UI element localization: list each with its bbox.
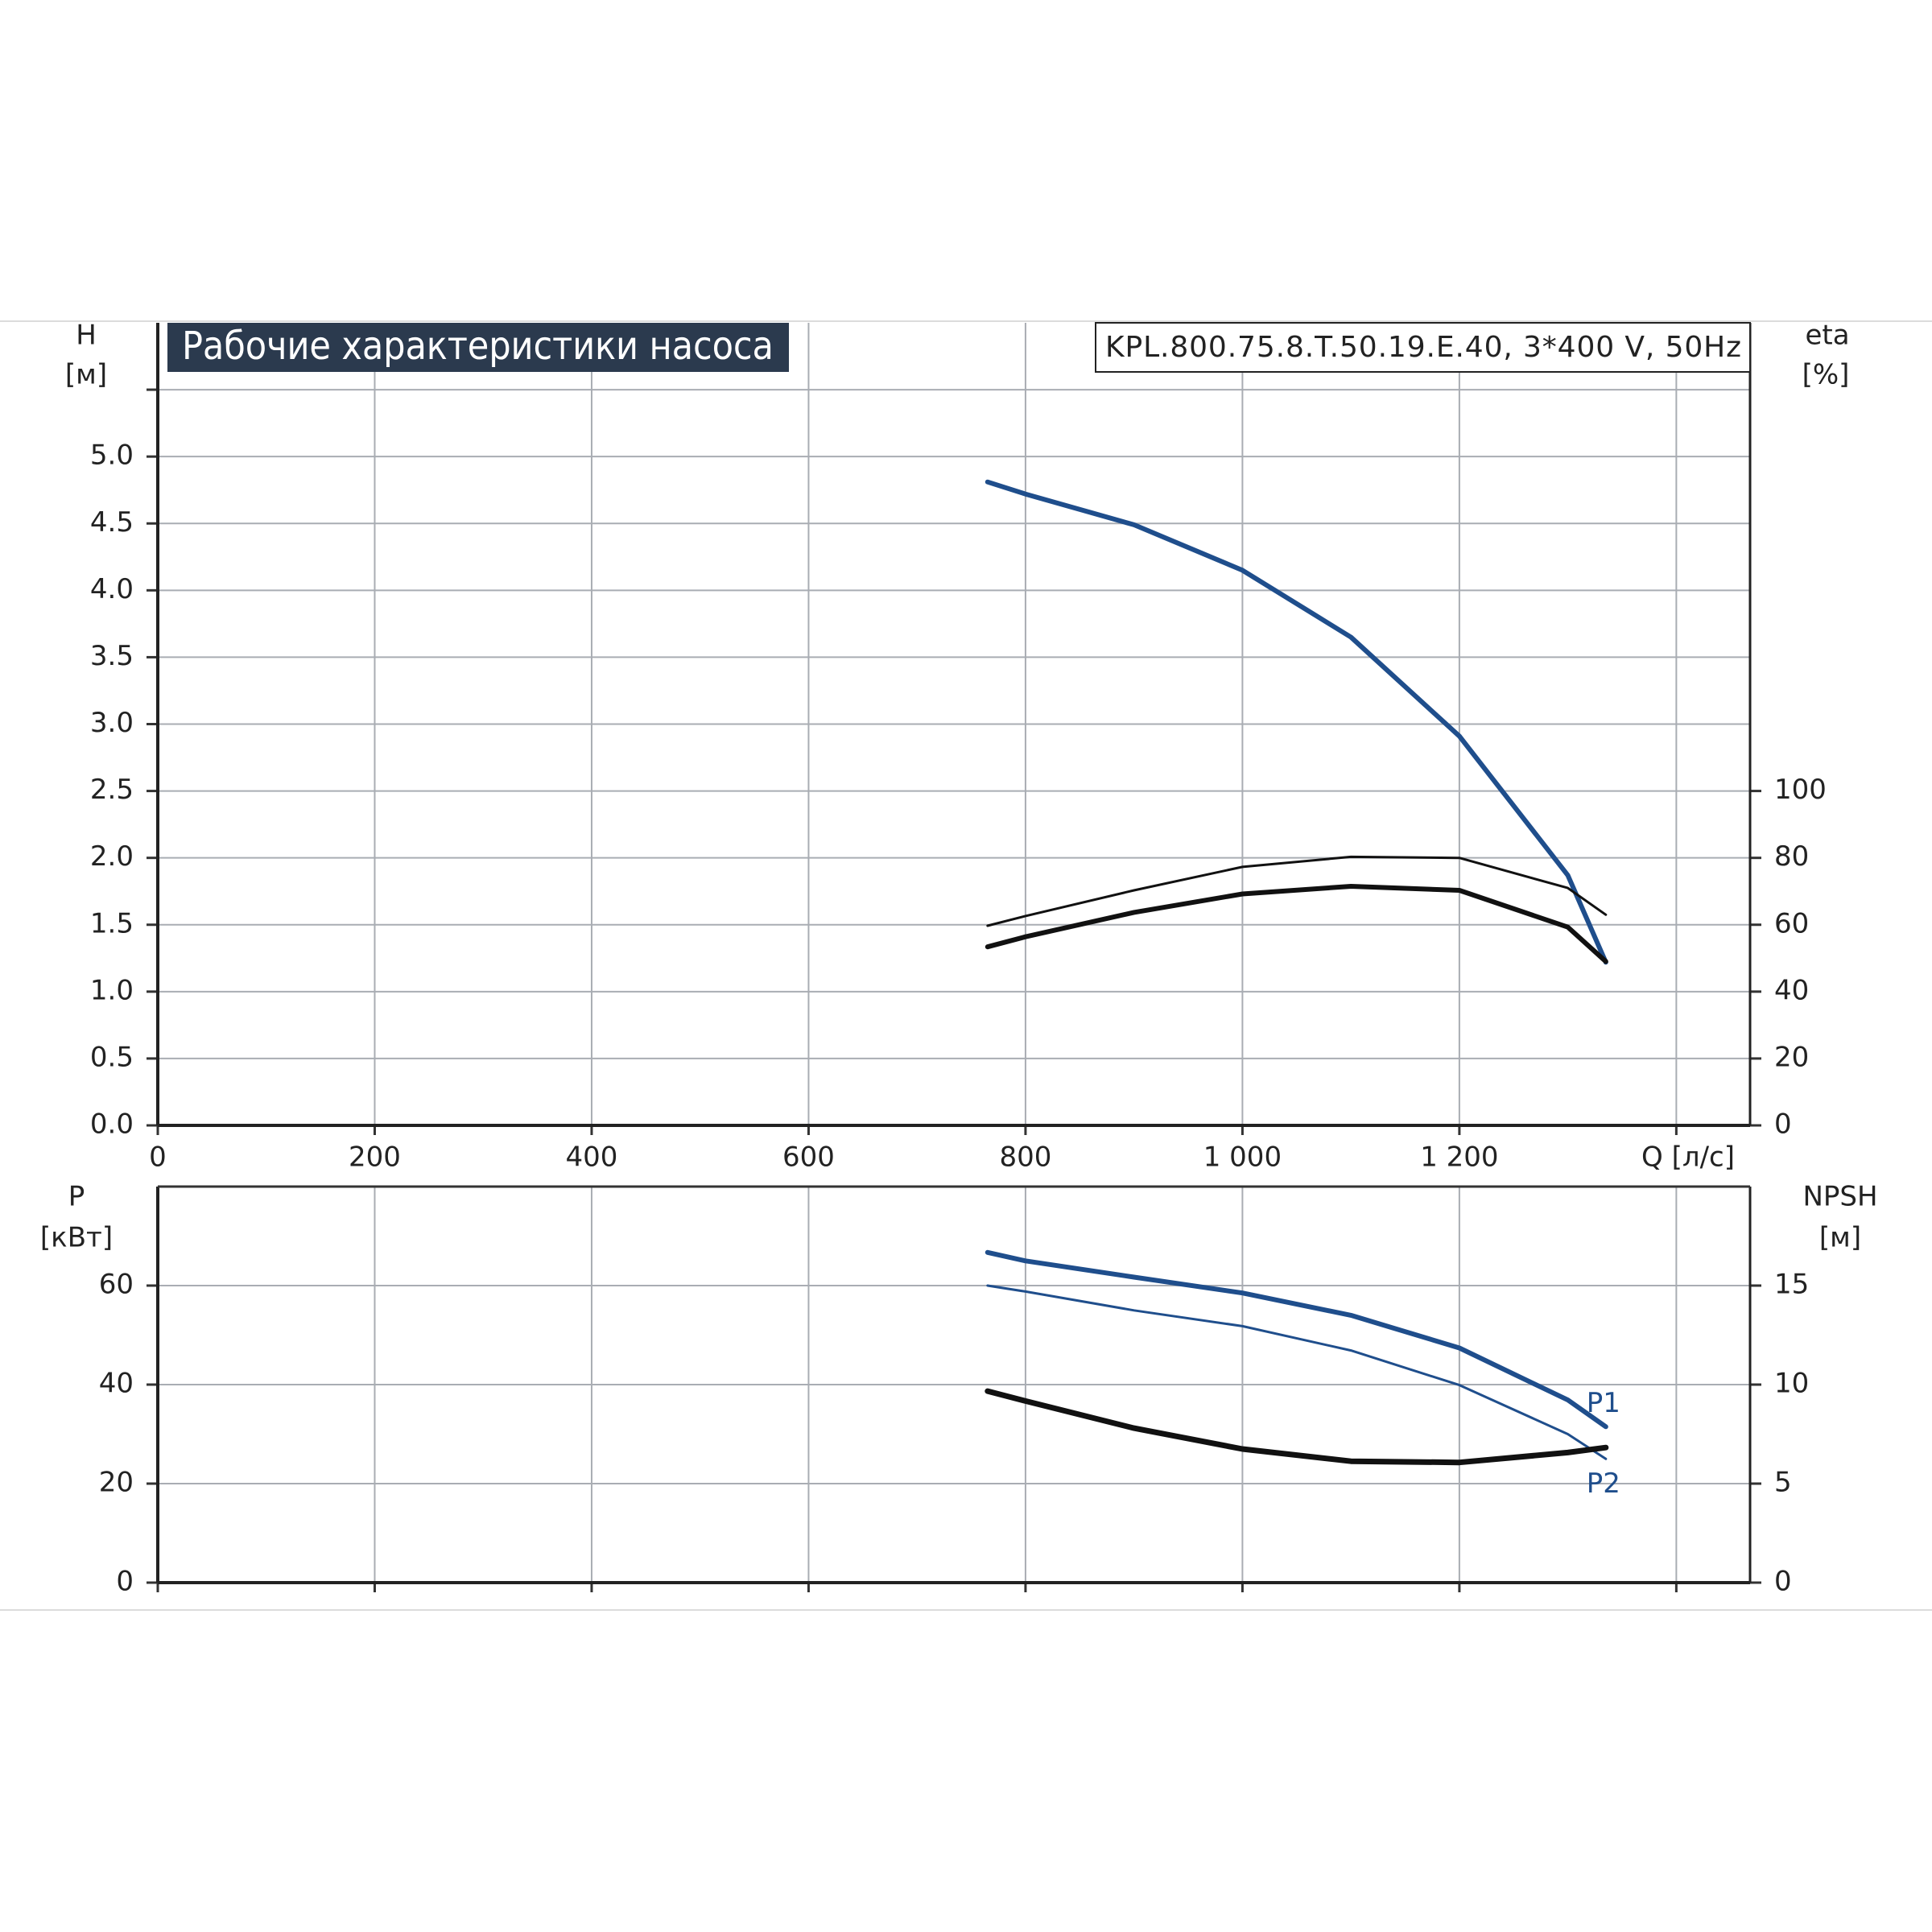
chart-title: Рабочие характеристики насоса xyxy=(182,324,774,369)
curve xyxy=(985,1249,1608,1430)
curve xyxy=(986,855,1608,927)
y2-tick-label: 80 xyxy=(1774,840,1809,873)
x-tick-label: 600 xyxy=(782,1141,835,1174)
series-label: P1 xyxy=(1587,1387,1620,1419)
y2-axis-unit: [%] xyxy=(1802,359,1850,391)
model-box xyxy=(1095,322,1751,373)
y-tick-label: 60 xyxy=(99,1269,134,1301)
x-tick-label: 400 xyxy=(566,1141,618,1174)
y-tick-label: 20 xyxy=(99,1467,134,1499)
y2-tick-label: 15 xyxy=(1774,1269,1809,1301)
series-label: P2 xyxy=(1587,1468,1620,1500)
y2-tick-label: 0 xyxy=(1774,1566,1792,1598)
y2-axis-unit: [м] xyxy=(1819,1222,1861,1254)
y-tick-label: 5.0 xyxy=(90,440,134,472)
y-tick-label: 1.5 xyxy=(90,907,134,939)
y-tick-label: 4.5 xyxy=(90,506,134,539)
curve xyxy=(986,1284,1608,1460)
y-axis-unit: [м] xyxy=(65,359,107,391)
y-tick-label: 40 xyxy=(99,1368,134,1400)
y-tick-label: 0.5 xyxy=(90,1041,134,1073)
x-tick-label: 800 xyxy=(999,1141,1051,1174)
y2-tick-label: 20 xyxy=(1774,1041,1809,1073)
x-tick-label: 1 200 xyxy=(1420,1141,1498,1174)
curve xyxy=(985,1388,1609,1466)
y-tick-label: 3.0 xyxy=(90,707,134,739)
y2-tick-label: 100 xyxy=(1774,774,1827,806)
y-tick-label: 2.5 xyxy=(90,774,134,806)
y-tick-label: 1.0 xyxy=(90,974,134,1006)
y-axis-unit: [кВт] xyxy=(40,1222,113,1254)
y2-tick-label: 10 xyxy=(1774,1368,1809,1400)
y-tick-label: 0 xyxy=(116,1566,134,1598)
x-axis-label: Q [л/с] xyxy=(1641,1141,1735,1174)
title-box xyxy=(167,323,789,372)
y2-axis-label: NPSH xyxy=(1802,1181,1877,1213)
curve xyxy=(985,479,1608,965)
x-tick-label: 0 xyxy=(149,1141,167,1174)
x-tick-label: 200 xyxy=(349,1141,401,1174)
y-tick-label: 2.0 xyxy=(90,840,134,873)
y-axis-label: P xyxy=(68,1181,85,1213)
curve xyxy=(985,884,1608,964)
y2-tick-label: 40 xyxy=(1774,974,1809,1006)
y2-tick-label: 0 xyxy=(1774,1108,1792,1141)
y-axis-label: H xyxy=(76,320,97,352)
chart-subtitle: KPL.800.75.8.T.50.19.E.40, 3*400 V, 50Hz xyxy=(1105,331,1741,364)
charts: 0 200 400 600 800 1 000 1 2000.00.51.01.52.02.… xyxy=(40,320,1878,1598)
y2-tick-label: 60 xyxy=(1774,907,1809,939)
y2-tick-label: 5 xyxy=(1774,1467,1792,1499)
y-tick-label: 4.0 xyxy=(90,573,134,605)
y-tick-label: 0.0 xyxy=(90,1108,134,1141)
x-tick-label: 1 000 xyxy=(1203,1141,1282,1174)
y2-axis-label: eta xyxy=(1805,320,1849,352)
y-tick-label: 3.5 xyxy=(90,640,134,672)
